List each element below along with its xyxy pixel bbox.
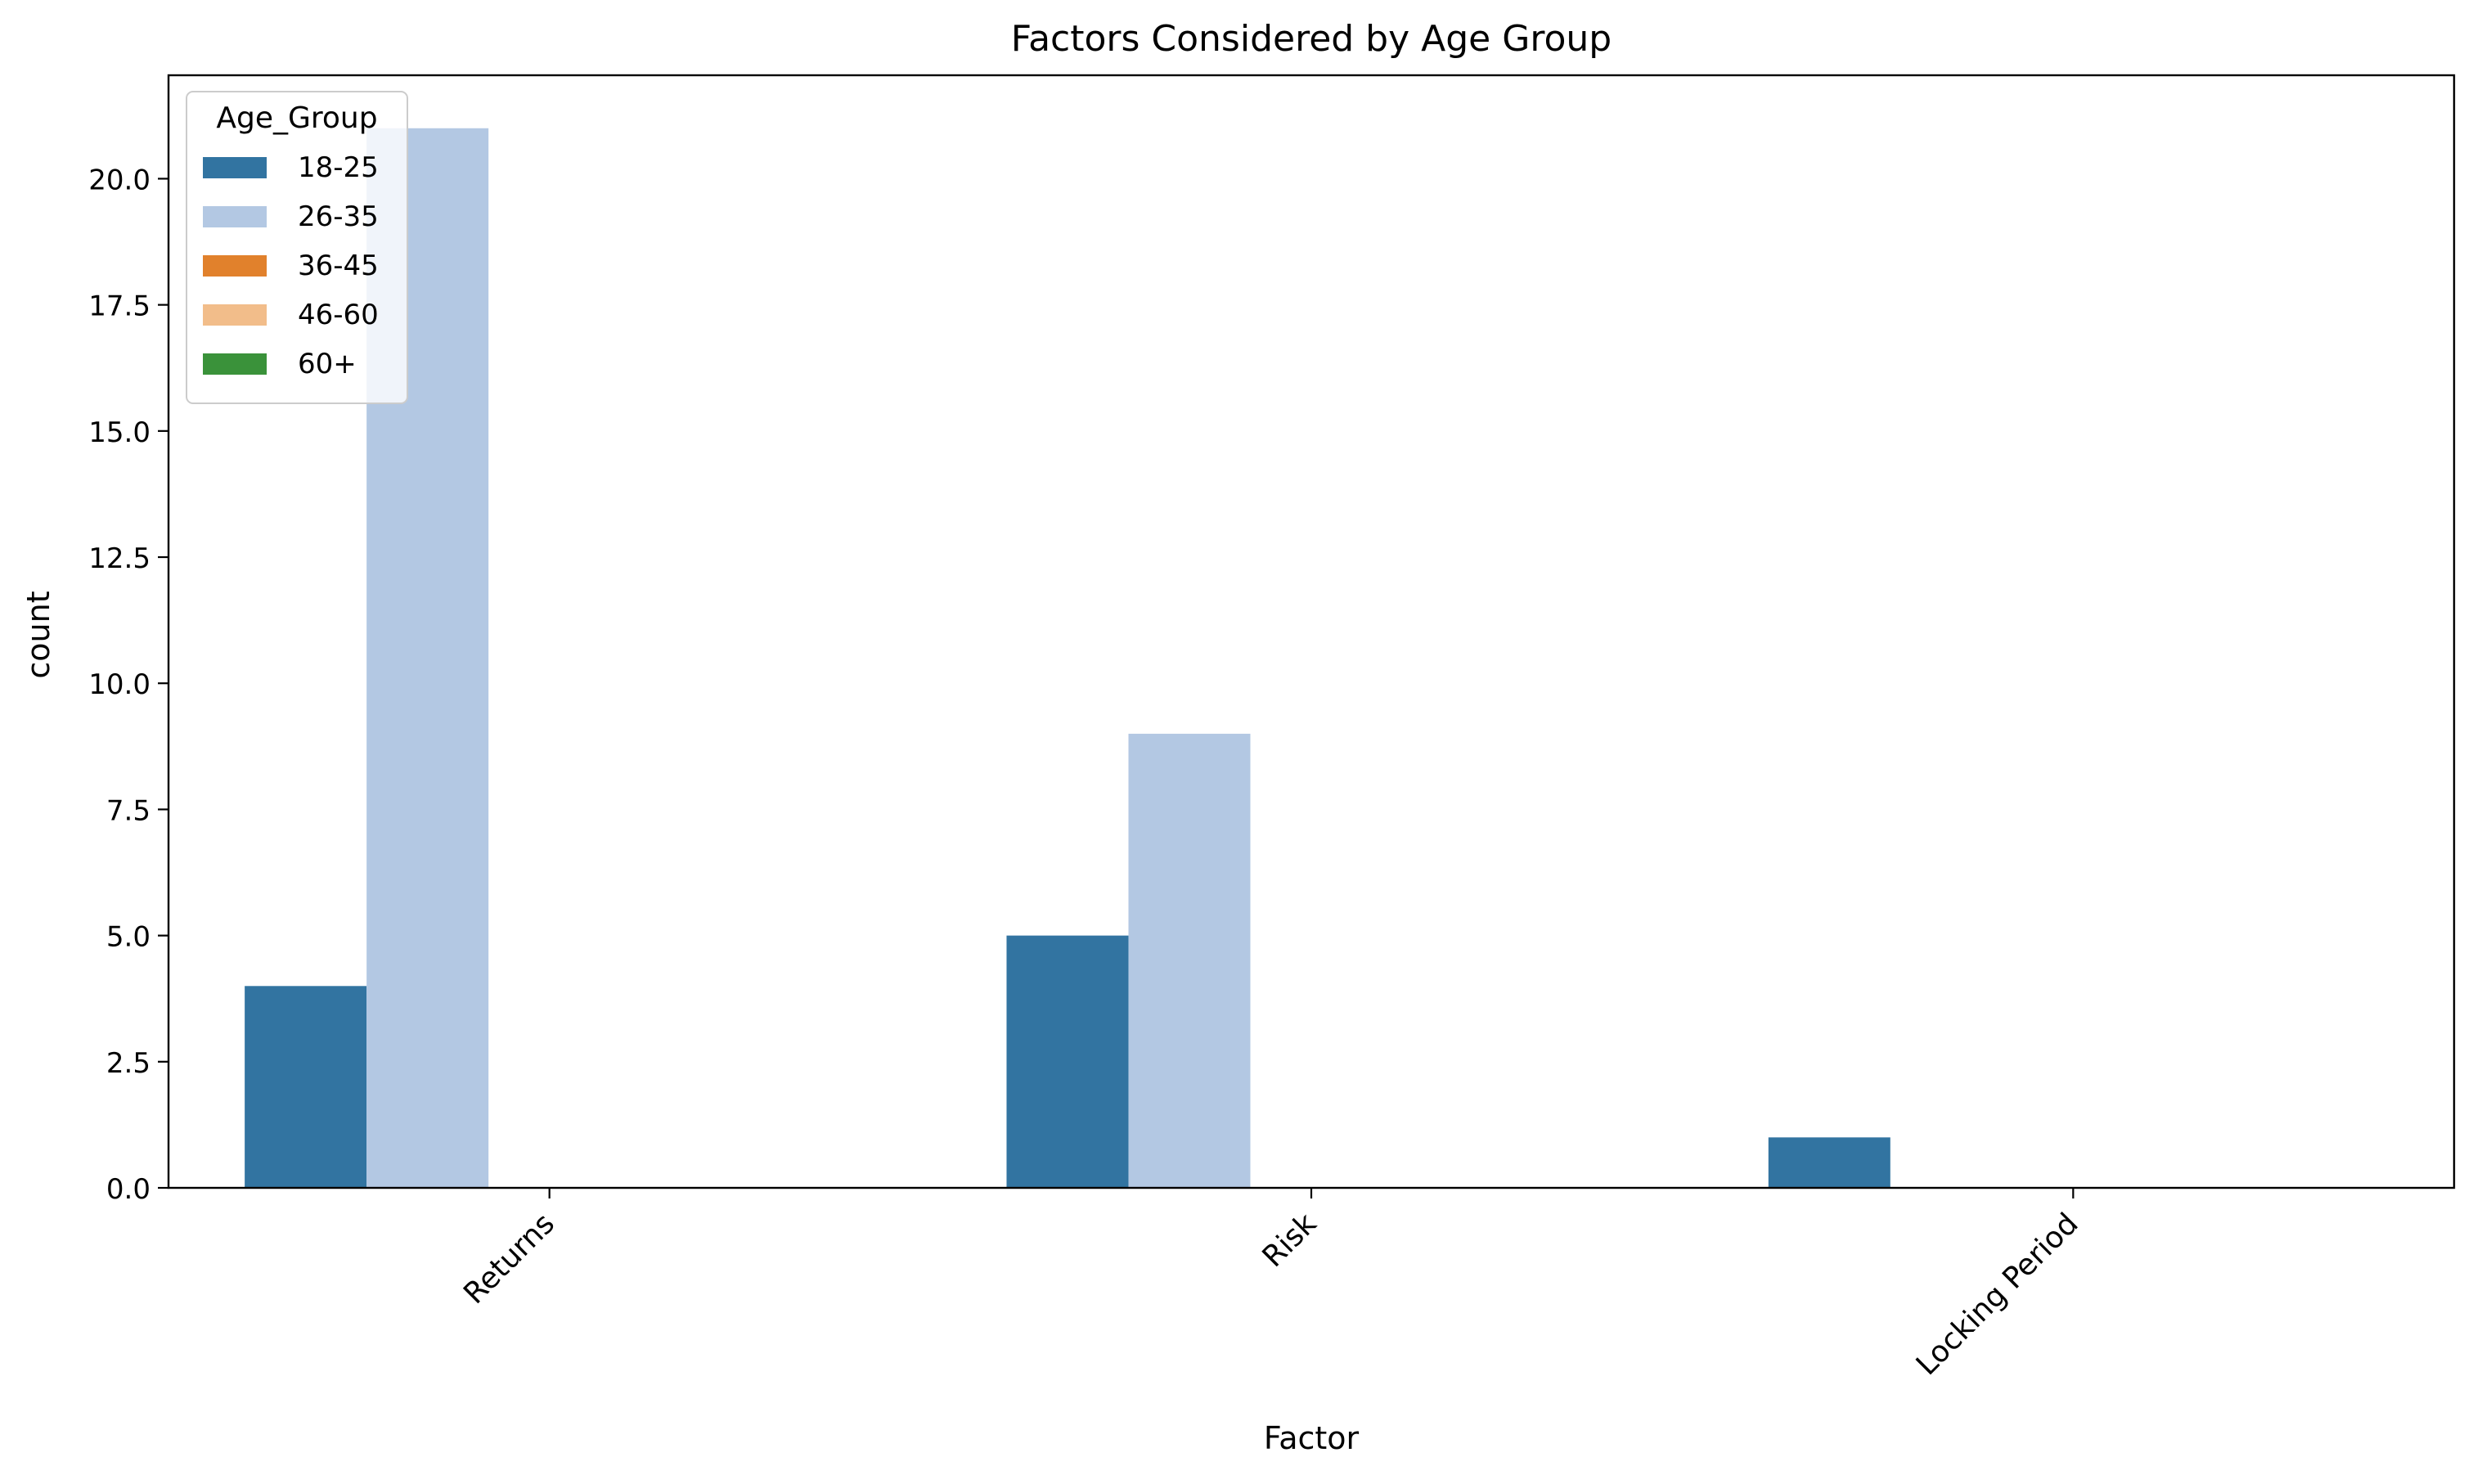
y-tick-label: 17.5 [88, 290, 151, 323]
y-tick-label: 20.0 [88, 164, 151, 196]
legend-swatch [203, 206, 267, 227]
legend-label: 26-35 [298, 200, 379, 233]
legend: Age_Group 18-25 26-35 36-45 46-60 60+ [186, 91, 408, 404]
y-tick-label: 12.5 [88, 542, 151, 575]
legend-swatch [203, 255, 267, 277]
legend-swatch [203, 353, 267, 375]
legend-label: 36-45 [298, 250, 379, 282]
plot-frame [167, 74, 2456, 1189]
legend-title: Age_Group [216, 101, 377, 135]
legend-label: 46-60 [298, 299, 379, 331]
y-tick-label: 2.5 [106, 1047, 151, 1080]
y-axis-label: count [20, 591, 56, 678]
legend-items: 18-25 26-35 36-45 46-60 60+ [203, 151, 379, 380]
bar-risk-18-25 [1006, 935, 1129, 1188]
x-axis-label: Factor [1264, 1420, 1360, 1456]
y-tick-label: 0.0 [106, 1173, 151, 1206]
legend-swatch [203, 304, 267, 326]
y-tick-label: 10.0 [88, 668, 151, 701]
y-tick-label: 15.0 [88, 416, 151, 449]
chart-title: Factors Considered by Age Group [1011, 18, 1612, 60]
legend-label: 60+ [298, 348, 357, 380]
bar-locking-period-18-25 [1768, 1137, 1890, 1188]
y-axis: 0.0 2.5 5.0 7.5 10.0 12.5 15.0 17.5 20.0 [88, 164, 169, 1206]
y-tick-label: 5.0 [106, 921, 151, 954]
bars-layer [245, 128, 1890, 1188]
legend-label: 18-25 [298, 151, 379, 184]
bar-risk-26-35 [1128, 733, 1251, 1188]
legend-swatch [203, 157, 267, 178]
bar-returns-18-25 [245, 986, 367, 1188]
y-tick-label: 7.5 [106, 794, 151, 827]
